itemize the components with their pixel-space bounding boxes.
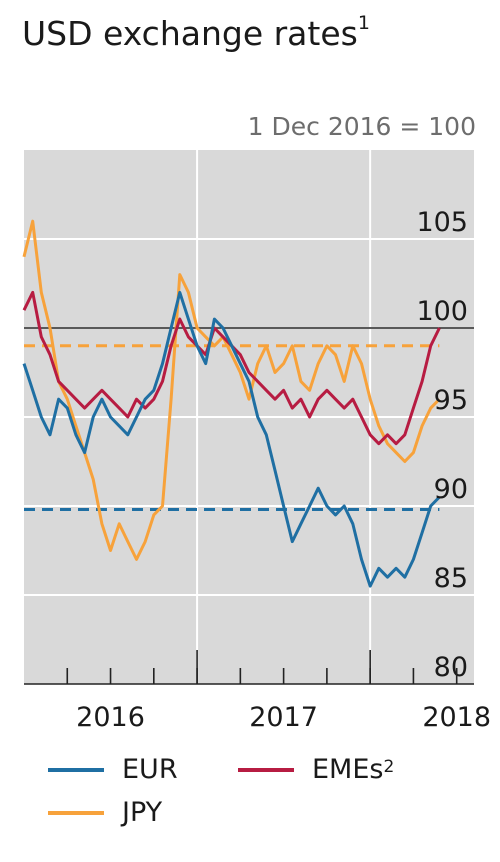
legend-swatch-jpy [48,810,104,815]
legend-item-emes: EMEs 2 [238,754,394,785]
x-tick-label: 2016 [76,702,145,733]
title-footnote: 1 [357,12,370,34]
legend-item-jpy: JPY [48,797,162,828]
legend-swatch-eur [48,767,104,772]
x-tick-label: 2018 [422,702,491,733]
y-tick-label: 95 [434,385,468,416]
legend-label-eur: EUR [122,754,178,785]
y-tick-label: 85 [434,563,468,594]
chart-title: USD exchange rates1 [22,12,370,53]
chart-subtitle: 1 Dec 2016 = 100 [247,112,476,141]
series-line-eur [22,290,441,588]
y-tick-label: 80 [434,652,468,683]
legend-footnote-emes: 2 [383,756,395,777]
y-tick-label: 105 [416,207,468,238]
y-tick-label: 90 [434,474,468,505]
line-chart: 105 100 95 90 85 80 2016 2017 2018 [22,150,491,733]
legend-label-jpy: JPY [122,797,163,828]
series-line-jpy [22,219,441,561]
legend-label-emes: EMEs [312,754,384,785]
legend: EUR EMEs 2 JPY [0,740,500,860]
y-tick-label: 100 [416,296,468,327]
legend-item-eur: EUR [48,754,178,785]
x-tick-label: 2017 [249,702,318,733]
legend-swatch-emes [238,767,294,772]
